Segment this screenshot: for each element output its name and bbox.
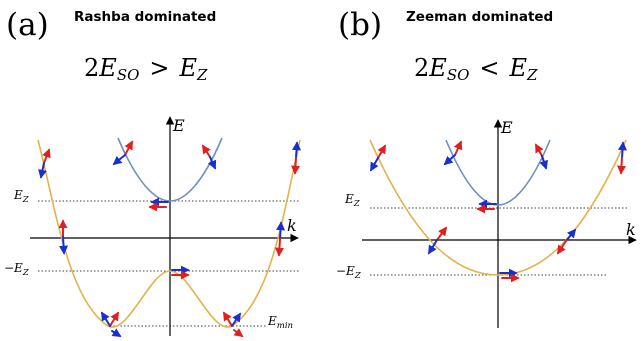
panel-b-lhs-coeff: 2 bbox=[414, 54, 430, 82]
panel-a-title: Rashba dominated bbox=[74, 9, 217, 25]
panel-a-mez-label: −EZ bbox=[4, 261, 30, 278]
panel-b-lhs-sym: E bbox=[429, 54, 447, 82]
panel-b-plot: k E EZ −EZ bbox=[336, 118, 637, 328]
panel-a-e-label: E bbox=[172, 116, 185, 135]
panel-a-ez-sub: Z bbox=[22, 195, 30, 205]
panel-b-spin-arrows bbox=[370, 140, 628, 283]
panel-a-lhs-sub: SO bbox=[116, 66, 140, 84]
panel-a-plot: k E EZ −EZ Emin bbox=[4, 116, 302, 338]
panel-a-lhs-sym: E bbox=[99, 54, 117, 82]
panel-b-ez-sub: Z bbox=[353, 199, 361, 209]
panel-b-lhs-sub: SO bbox=[446, 66, 470, 84]
panel-a-ez-label: EZ bbox=[13, 188, 30, 205]
panel-b-condition: 2ESO < EZ bbox=[414, 56, 537, 83]
panel-a-ez-sym: E bbox=[13, 188, 23, 202]
panel-a-emin-sub: min bbox=[277, 321, 293, 331]
panel-b-ez-sym: E bbox=[344, 192, 354, 206]
panel-a-rhs-sym: E bbox=[179, 54, 198, 82]
panel-b-ez-label: EZ bbox=[344, 192, 361, 209]
panel-a-op: > bbox=[149, 54, 170, 82]
panel-b-mez-sub: Z bbox=[354, 271, 362, 281]
panel-b-k-label: k bbox=[626, 220, 636, 239]
panel-b-mez-sym: −E bbox=[336, 264, 355, 278]
panel-b-upper-band bbox=[445, 139, 551, 206]
panel-a-k-label: k bbox=[287, 216, 297, 235]
panel-b-op: < bbox=[479, 54, 500, 82]
panel-b-rhs-sub: Z bbox=[527, 66, 538, 84]
panel-b-rhs-sym: E bbox=[509, 54, 528, 82]
panel-b-lower-band bbox=[369, 139, 627, 276]
panel-a-rhs-sub: Z bbox=[197, 66, 208, 84]
panel-a-letter: (a) bbox=[6, 7, 49, 43]
panel-a-mez-sub: Z bbox=[22, 268, 30, 278]
panel-a-emin-label: Emin bbox=[267, 314, 293, 331]
panel-b-e-label: E bbox=[500, 118, 513, 137]
panel-b-letter: (b) bbox=[338, 7, 383, 43]
panel-a-condition: 2ESO > EZ bbox=[84, 56, 207, 83]
panel-a-upper-band bbox=[117, 137, 223, 202]
panel-a-lower-band bbox=[37, 139, 301, 328]
panel-a-mez-sym: −E bbox=[4, 261, 23, 275]
panel-b-mez-label: −EZ bbox=[336, 264, 362, 281]
panel-a-emin-sym: E bbox=[267, 314, 277, 328]
panel-a-lhs-coeff: 2 bbox=[84, 54, 100, 82]
panel-b-title: Zeeman dominated bbox=[406, 9, 554, 25]
panel-a-spin-arrows bbox=[38, 140, 302, 338]
